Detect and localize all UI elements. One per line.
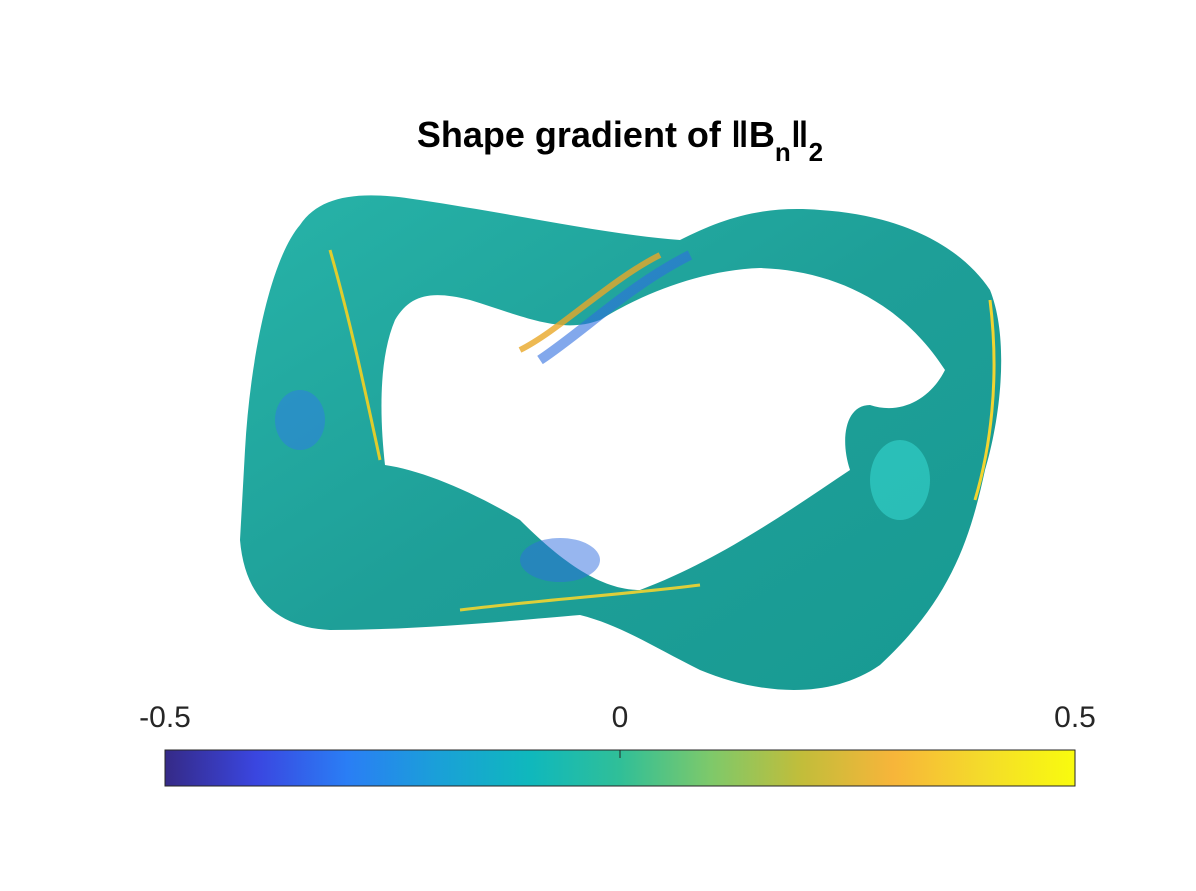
surface-ribbon [240, 195, 1002, 690]
surface-shading [537, 250, 693, 365]
colorbar: -0.5 0 0.5 [139, 701, 1096, 787]
surface-shading [520, 538, 600, 582]
surface-shading [328, 249, 382, 461]
tick-label: -0.5 [139, 701, 191, 734]
surface-shading [870, 440, 930, 520]
surface-shading [518, 252, 662, 353]
title-part: 2 [809, 137, 823, 167]
chart-title: Shape gradient of ‖Bn‖2 [417, 114, 823, 167]
surface-shading [973, 299, 996, 501]
surface [240, 195, 1002, 690]
surface-shading [459, 583, 701, 612]
title-part: Shape gradient of ‖B [417, 114, 775, 155]
tick-label: 0 [612, 701, 629, 734]
title-part: ‖ [791, 114, 809, 155]
surface-shading [275, 390, 325, 450]
title-part: n [775, 137, 791, 167]
tick-label: 0.5 [1054, 701, 1096, 734]
